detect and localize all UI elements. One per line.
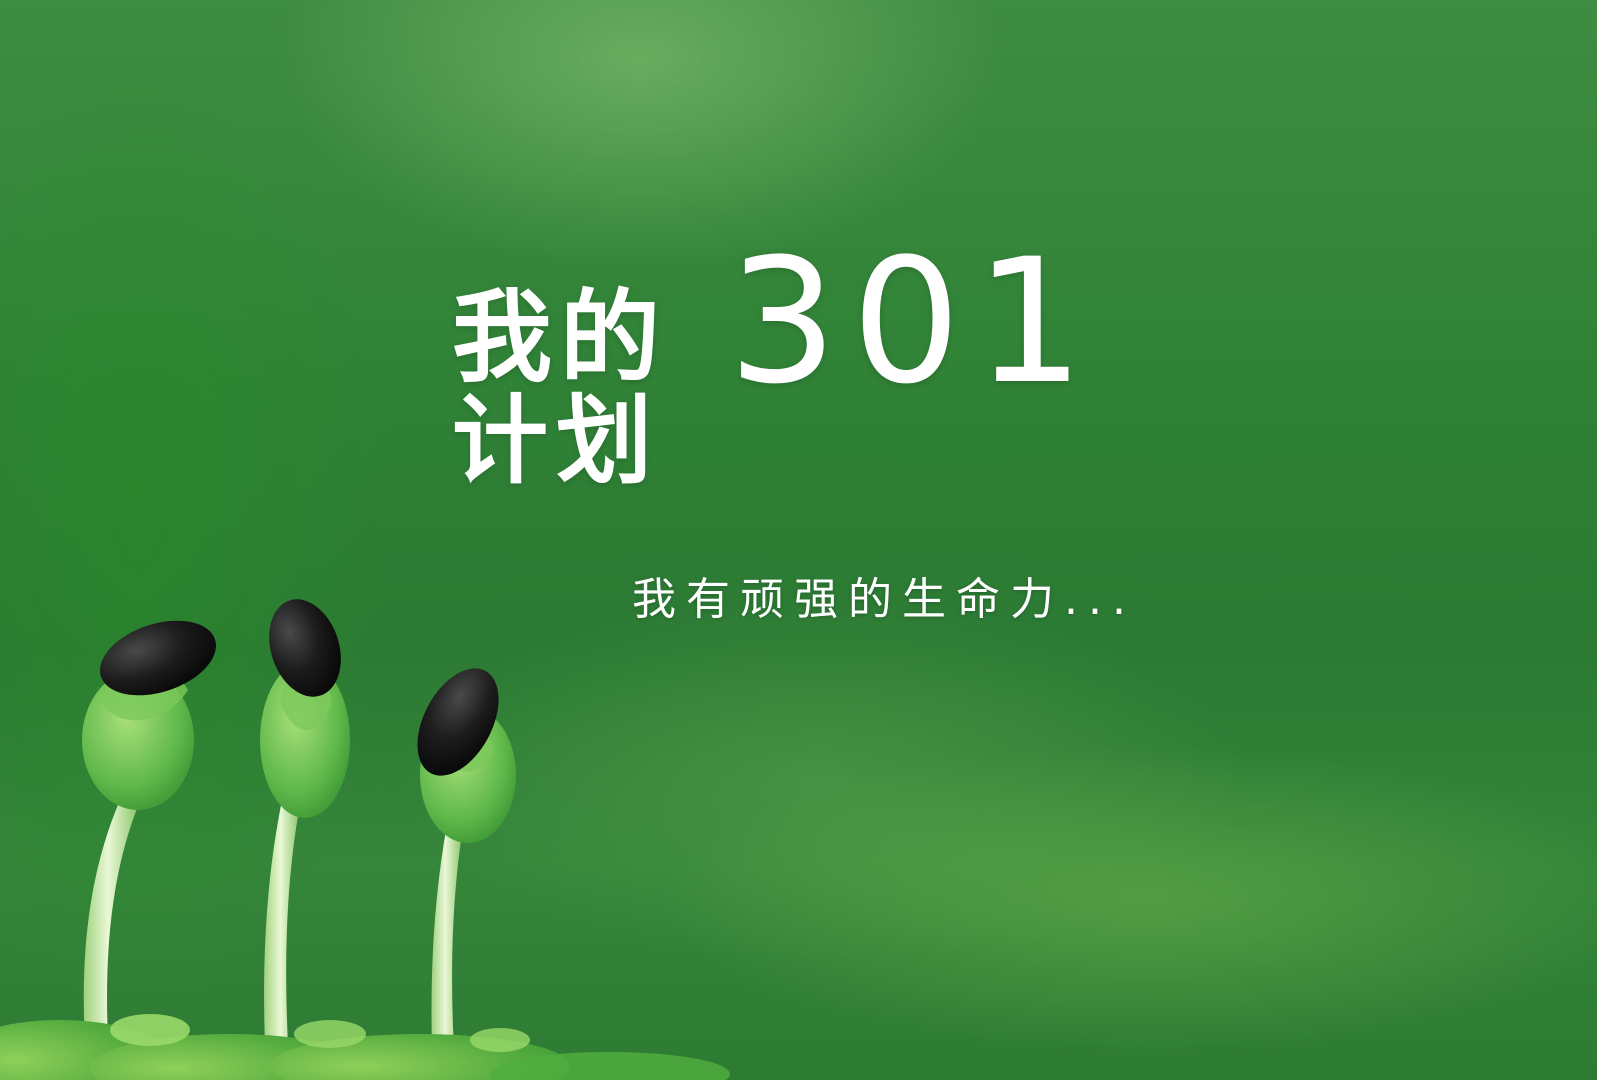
title-line-1: 我的 — [452, 279, 668, 396]
seed-shell-icon — [99, 620, 217, 696]
ground-leaves — [0, 1014, 730, 1080]
seed-shell-icon — [269, 599, 341, 697]
tagline: 我有顽强的生命力... — [632, 574, 1136, 625]
sprout-middle — [260, 599, 350, 1045]
sprout-right — [417, 668, 516, 1050]
title-line-2: 计划 — [452, 385, 660, 497]
title-number: 301 — [728, 221, 1099, 422]
seed-shell-icon — [417, 668, 499, 776]
sprout-left — [82, 620, 217, 1040]
